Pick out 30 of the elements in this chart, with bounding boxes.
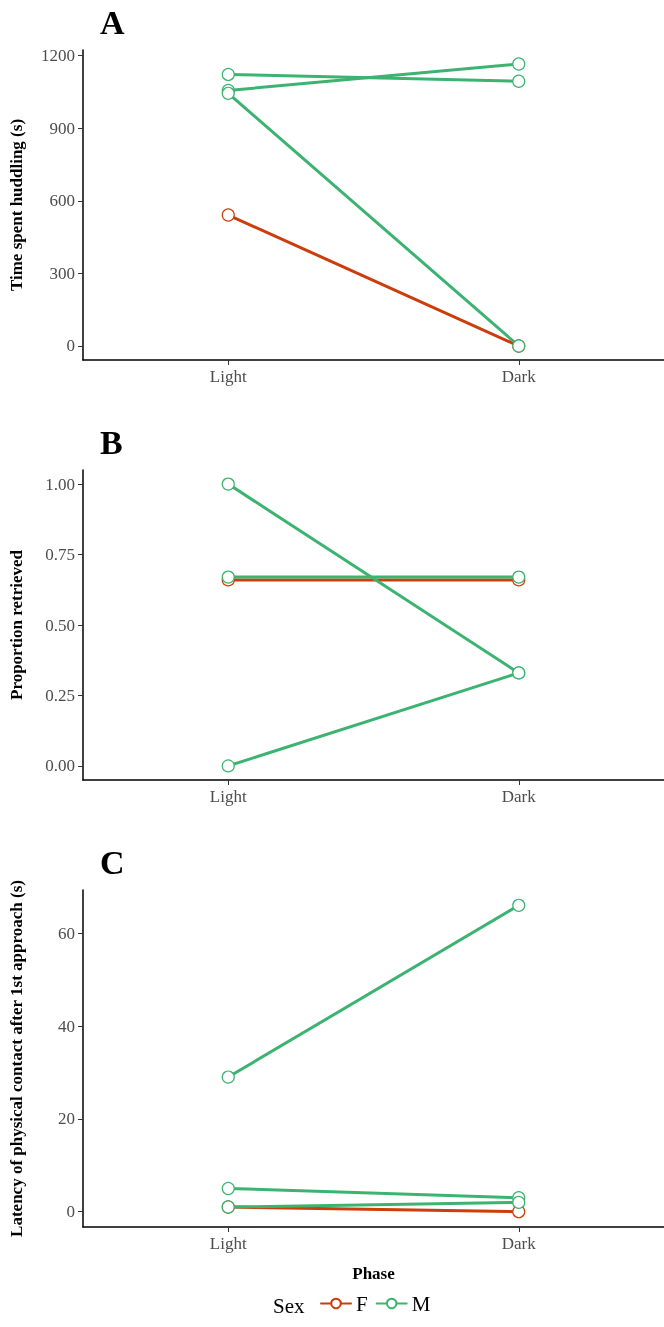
y-tick-label: 0.25	[45, 685, 75, 705]
x-tick-label: Dark	[501, 787, 537, 806]
y-tick-label: 300	[49, 263, 75, 283]
y-axis-title: Proportion retrieved	[7, 549, 26, 700]
x-tick-label: Light	[209, 1234, 247, 1253]
y-tick-label: 0	[66, 1202, 75, 1222]
chart-title: C	[100, 843, 125, 881]
chart-title: B	[100, 423, 123, 461]
y-tick-label: 0	[66, 336, 75, 356]
y-tick-label: 600	[49, 191, 75, 211]
y-tick-label: 0.75	[45, 545, 75, 565]
x-tick-label: Light	[209, 367, 247, 386]
y-tick-label: 900	[49, 118, 75, 138]
y-axis-title: Time spent huddling (s)	[7, 118, 26, 292]
x-axis-title: Phase	[352, 1264, 396, 1283]
x-tick-label: Light	[209, 787, 247, 806]
y-tick-label: 0.00	[45, 756, 75, 776]
y-tick-label: 1.00	[45, 474, 75, 494]
y-tick-label: 0.50	[45, 615, 75, 635]
legend-label: M	[411, 1291, 431, 1316]
y-tick-label: 20	[58, 1109, 75, 1129]
y-tick-label: 60	[58, 923, 75, 943]
legend-label: F	[356, 1291, 368, 1316]
legend-title: Sex	[273, 1293, 305, 1318]
chart-title: A	[100, 3, 125, 41]
y-axis-title: Latency of physical contact after 1st approach (s)	[7, 880, 26, 1237]
y-tick-label: 40	[58, 1016, 75, 1036]
x-tick-label: Dark	[501, 1234, 537, 1253]
x-tick-label: Dark	[501, 367, 537, 386]
y-tick-label: 1200	[41, 46, 75, 66]
